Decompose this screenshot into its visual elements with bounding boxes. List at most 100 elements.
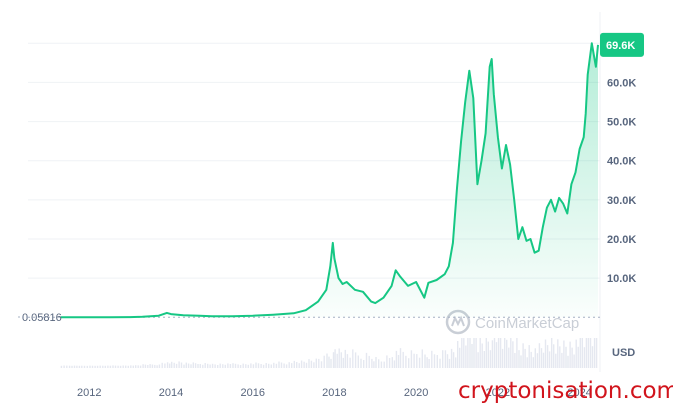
volume-bar [247,364,249,368]
volume-bar [534,348,536,368]
volume-bar [475,338,477,368]
volume-bar [561,352,563,368]
volume-bar [579,338,581,368]
volume-bar [499,338,502,368]
volume-bar [587,338,590,368]
volume-bar [471,344,473,368]
volume-bar [112,365,114,368]
volume-bar [386,355,388,368]
volume-bar [589,338,592,368]
volume-bar [516,338,518,368]
volume-bar [130,365,132,368]
volume-bar [553,344,555,368]
volume-bar [436,355,438,368]
volume-bar [477,352,479,368]
volume-bar [461,338,463,368]
volume-bar [585,338,588,368]
volume-bar [577,346,579,368]
volume-bar [371,358,373,368]
volume-bar [408,358,410,368]
volume-bar [76,365,78,368]
volume-bar [526,357,528,368]
volume-bar [270,364,272,368]
y-tick-label: 60.0K [607,77,636,89]
volume-bar [452,352,455,368]
volume-bar [569,341,571,368]
volume-bar [439,358,441,368]
volume-bar [416,354,418,368]
volume-bar [89,365,91,368]
volume-bar [481,343,483,368]
volume-bar [532,357,534,368]
volume-bar [442,350,444,368]
volume-bar [501,348,504,368]
volume-bar [232,363,234,368]
volume-bar [559,346,561,368]
last-price-badge-bg [600,32,644,57]
volume-bar [78,365,81,368]
volume-bar [73,365,76,368]
volume-bar [489,350,492,368]
volume-bar [81,365,83,368]
volume-bar [209,364,211,368]
volume-bar [293,360,295,368]
volume-bar [83,365,86,368]
volume-bar [334,349,336,368]
volume-bar [512,341,514,368]
volume-bar [250,363,252,368]
last-price-label: 69.6K [606,40,635,52]
volume-bar [315,358,317,368]
x-tick-label: 2022 [486,387,510,399]
volume-bar [125,365,127,368]
volume-bar [497,338,500,368]
volume-bar [405,355,407,368]
volume-bar [431,350,433,368]
volume-bar [142,364,144,368]
volume-bars [60,338,598,369]
volume-bar [285,364,288,368]
volume-bar [455,357,457,368]
volume-bar [546,345,549,368]
volume-bar [137,365,139,368]
volume-bar [346,354,349,368]
volume-bar [255,362,257,368]
volume-bar [199,364,201,368]
site-watermark-text: cryptonisation.com [458,378,673,404]
volume-bar [237,364,239,368]
volume-bar [117,365,119,368]
volume-bar [536,353,539,368]
volume-bar [127,365,129,368]
volume-bar [275,363,278,368]
volume-bar [68,365,71,368]
volume-bar [222,364,224,368]
volume-bar [268,363,270,369]
volume-bar [192,362,194,368]
volume-bar [260,364,262,368]
volume-bar [211,363,214,368]
volume-bar [214,364,216,368]
volume-bar [224,364,226,368]
volume-bar [332,352,335,368]
volume-bar [410,350,413,368]
volume-bar [510,338,512,368]
x-tick-label: 2020 [404,387,428,399]
volume-bar [326,353,328,368]
volume-bar [413,353,415,368]
volume-bar [300,360,303,368]
volume-bar [380,361,383,368]
volume-bar [508,347,510,368]
volume-bar [273,362,275,368]
volume-bar [149,364,151,368]
volume-bar [463,338,465,368]
volume-bar [187,363,190,368]
volume-bar [575,339,577,368]
volume-bar [328,356,330,368]
volume-bar [183,364,185,368]
volume-bar [591,346,594,368]
volume-bar [444,350,447,368]
volume-bar [252,364,255,369]
volume-bar [538,343,541,368]
x-tick-label: 2024 [567,387,591,399]
volume-bar [119,365,122,368]
volume-bar [194,363,197,368]
